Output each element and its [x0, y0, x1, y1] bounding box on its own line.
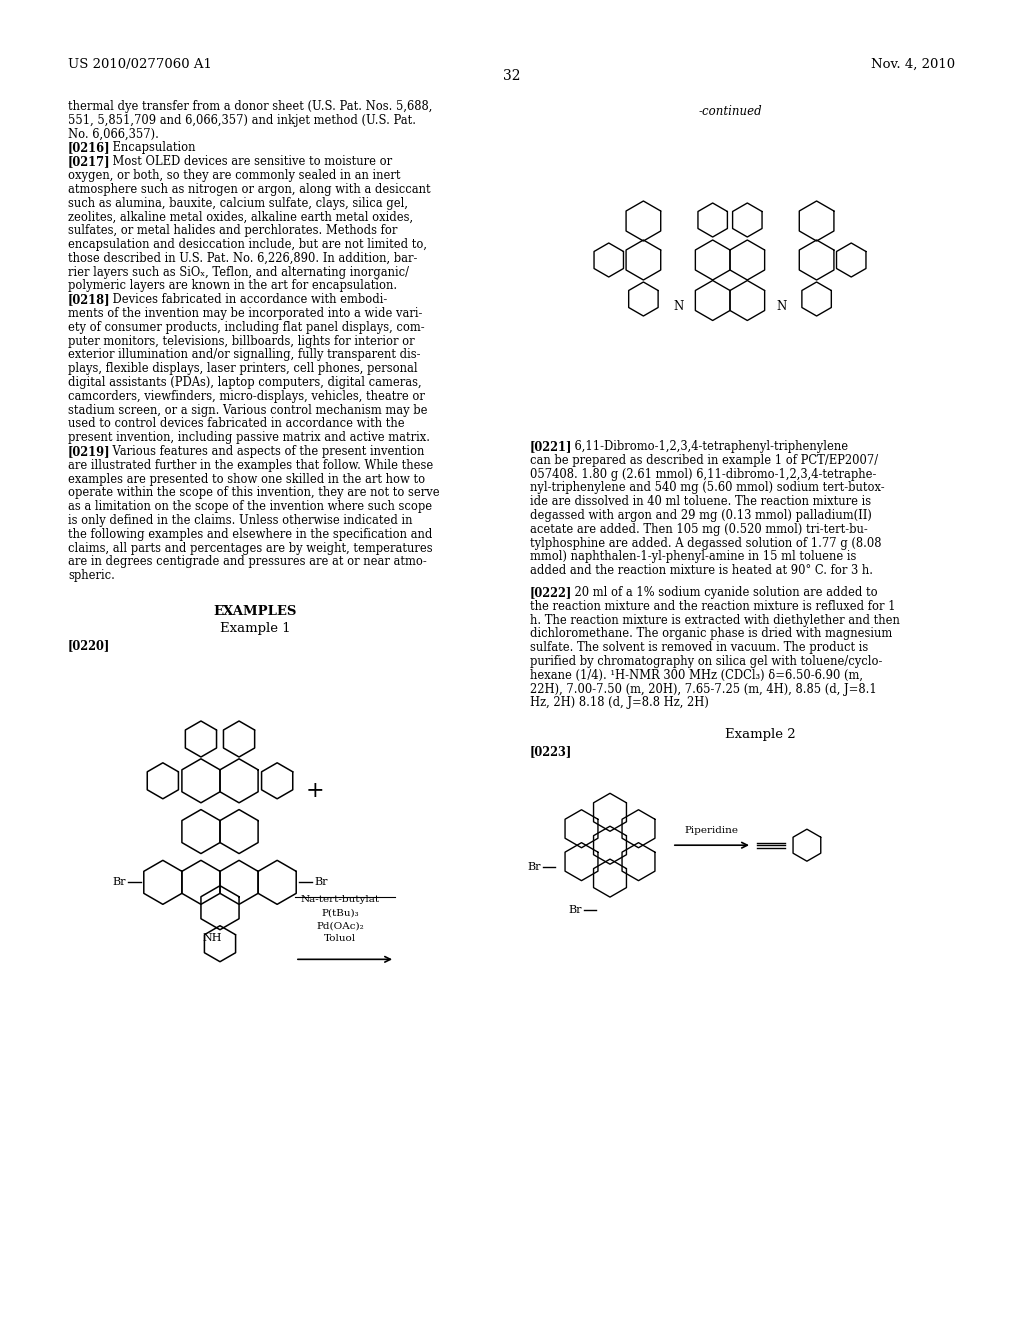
Text: Na-tert-butylat: Na-tert-butylat [300, 895, 380, 904]
Text: ments of the invention may be incorporated into a wide vari-: ments of the invention may be incorporat… [68, 308, 422, 319]
Text: +: + [306, 780, 325, 801]
Text: are in degrees centigrade and pressures are at or near atmo-: are in degrees centigrade and pressures … [68, 556, 427, 569]
Text: Example 2: Example 2 [725, 729, 796, 742]
Text: rier layers such as SiOₓ, Teflon, and alternating inorganic/: rier layers such as SiOₓ, Teflon, and al… [68, 265, 409, 279]
Text: nyl-triphenylene and 540 mg (5.60 mmol) sodium tert-butox-: nyl-triphenylene and 540 mg (5.60 mmol) … [530, 482, 885, 495]
Text: Hz, 2H) 8.18 (d, J=8.8 Hz, 2H): Hz, 2H) 8.18 (d, J=8.8 Hz, 2H) [530, 697, 709, 709]
Text: oxygen, or both, so they are commonly sealed in an inert: oxygen, or both, so they are commonly se… [68, 169, 400, 182]
Text: No. 6,066,357).: No. 6,066,357). [68, 128, 159, 141]
Text: -continued: -continued [698, 106, 762, 117]
Text: Pd(OAc)₂: Pd(OAc)₂ [316, 921, 364, 931]
Text: those described in U.S. Pat. No. 6,226,890. In addition, bar-: those described in U.S. Pat. No. 6,226,8… [68, 252, 418, 265]
Text: the reaction mixture and the reaction mixture is refluxed for 1: the reaction mixture and the reaction mi… [530, 599, 896, 612]
Text: EXAMPLES: EXAMPLES [213, 605, 297, 618]
Text: Br: Br [113, 878, 126, 887]
Text: [0217]: [0217] [68, 156, 111, 168]
Text: added and the reaction mixture is heated at 90° C. for 3 h.: added and the reaction mixture is heated… [530, 564, 873, 577]
Text: acetate are added. Then 105 mg (0.520 mmol) tri-tert-bu-: acetate are added. Then 105 mg (0.520 mm… [530, 523, 867, 536]
Text: thermal dye transfer from a donor sheet (U.S. Pat. Nos. 5,688,: thermal dye transfer from a donor sheet … [68, 100, 432, 114]
Text: atmosphere such as nitrogen or argon, along with a desiccant: atmosphere such as nitrogen or argon, al… [68, 182, 431, 195]
Text: exterior illumination and/or signalling, fully transparent dis-: exterior illumination and/or signalling,… [68, 348, 421, 362]
Text: 20 ml of a 1% sodium cyanide solution are added to: 20 ml of a 1% sodium cyanide solution ar… [560, 586, 878, 599]
Text: 32: 32 [503, 69, 521, 83]
Text: are illustrated further in the examples that follow. While these: are illustrated further in the examples … [68, 459, 433, 471]
Text: hexane (1/4). ¹H-NMR 300 MHz (CDCl₃) δ=6.50-6.90 (m,: hexane (1/4). ¹H-NMR 300 MHz (CDCl₃) δ=6… [530, 669, 863, 682]
Text: Devices fabricated in accordance with embodi-: Devices fabricated in accordance with em… [98, 293, 387, 306]
Text: Example 1: Example 1 [220, 622, 291, 635]
Text: tylphosphine are added. A degassed solution of 1.77 g (8.08: tylphosphine are added. A degassed solut… [530, 537, 882, 549]
Text: Br: Br [314, 878, 328, 887]
Text: Various features and aspects of the present invention: Various features and aspects of the pres… [98, 445, 425, 458]
Text: [0222]: [0222] [530, 586, 572, 599]
Text: N: N [777, 300, 787, 313]
Text: mmol) naphthalen-1-yl-phenyl-amine in 15 ml toluene is: mmol) naphthalen-1-yl-phenyl-amine in 15… [530, 550, 856, 564]
Text: [0220]: [0220] [68, 639, 111, 652]
Text: present invention, including passive matrix and active matrix.: present invention, including passive mat… [68, 432, 430, 445]
Text: the following examples and elsewhere in the specification and: the following examples and elsewhere in … [68, 528, 432, 541]
Text: purified by chromatography on silica gel with toluene/cyclo-: purified by chromatography on silica gel… [530, 655, 883, 668]
Text: Br: Br [568, 906, 582, 915]
Text: such as alumina, bauxite, calcium sulfate, clays, silica gel,: such as alumina, bauxite, calcium sulfat… [68, 197, 408, 210]
Text: P(tBu)₃: P(tBu)₃ [322, 908, 358, 917]
Text: puter monitors, televisions, billboards, lights for interior or: puter monitors, televisions, billboards,… [68, 334, 415, 347]
Text: encapsulation and desiccation include, but are not limited to,: encapsulation and desiccation include, b… [68, 238, 427, 251]
Text: degassed with argon and 29 mg (0.13 mmol) palladium(II): degassed with argon and 29 mg (0.13 mmol… [530, 510, 871, 521]
Text: [0218]: [0218] [68, 293, 111, 306]
Text: claims, all parts and percentages are by weight, temperatures: claims, all parts and percentages are by… [68, 541, 432, 554]
Text: can be prepared as described in example 1 of PCT/EP2007/: can be prepared as described in example … [530, 454, 879, 467]
Text: [0223]: [0223] [530, 746, 572, 758]
Text: 22H), 7.00-7.50 (m, 20H), 7.65-7.25 (m, 4H), 8.85 (d, J=8.1: 22H), 7.00-7.50 (m, 20H), 7.65-7.25 (m, … [530, 682, 877, 696]
Text: Encapsulation: Encapsulation [98, 141, 196, 154]
Text: operate within the scope of this invention, they are not to serve: operate within the scope of this inventi… [68, 486, 439, 499]
Text: Br: Br [527, 862, 541, 871]
Text: 057408. 1.80 g (2.61 mmol) 6,11-dibromo-1,2,3,4-tetraphe-: 057408. 1.80 g (2.61 mmol) 6,11-dibromo-… [530, 467, 877, 480]
Text: Most OLED devices are sensitive to moisture or: Most OLED devices are sensitive to moist… [98, 156, 392, 168]
Text: polymeric layers are known in the art for encapsulation.: polymeric layers are known in the art fo… [68, 280, 397, 293]
Text: stadium screen, or a sign. Various control mechanism may be: stadium screen, or a sign. Various contr… [68, 404, 427, 417]
Text: N: N [673, 300, 683, 313]
Text: ide are dissolved in 40 ml toluene. The reaction mixture is: ide are dissolved in 40 ml toluene. The … [530, 495, 871, 508]
Text: as a limitation on the scope of the invention where such scope: as a limitation on the scope of the inve… [68, 500, 432, 513]
Text: Nov. 4, 2010: Nov. 4, 2010 [870, 58, 955, 71]
Text: dichloromethane. The organic phase is dried with magnesium: dichloromethane. The organic phase is dr… [530, 627, 892, 640]
Text: camcorders, viewfinders, micro-displays, vehicles, theatre or: camcorders, viewfinders, micro-displays,… [68, 389, 425, 403]
Text: plays, flexible displays, laser printers, cell phones, personal: plays, flexible displays, laser printers… [68, 362, 418, 375]
Text: [0219]: [0219] [68, 445, 111, 458]
Text: digital assistants (PDAs), laptop computers, digital cameras,: digital assistants (PDAs), laptop comput… [68, 376, 422, 389]
Text: used to control devices fabricated in accordance with the: used to control devices fabricated in ac… [68, 417, 404, 430]
Text: Toluol: Toluol [324, 935, 356, 944]
Text: 6,11-Dibromo-1,2,3,4-tetraphenyl-triphenylene: 6,11-Dibromo-1,2,3,4-tetraphenyl-triphen… [560, 440, 848, 453]
Text: spheric.: spheric. [68, 569, 115, 582]
Text: examples are presented to show one skilled in the art how to: examples are presented to show one skill… [68, 473, 425, 486]
Text: Piperidine: Piperidine [685, 826, 739, 836]
Text: h. The reaction mixture is extracted with diethylether and then: h. The reaction mixture is extracted wit… [530, 614, 900, 627]
Text: ety of consumer products, including flat panel displays, com-: ety of consumer products, including flat… [68, 321, 425, 334]
Text: [0221]: [0221] [530, 440, 572, 453]
Text: NH: NH [203, 933, 222, 942]
Text: zeolites, alkaline metal oxides, alkaline earth metal oxides,: zeolites, alkaline metal oxides, alkalin… [68, 210, 413, 223]
Text: sulfate. The solvent is removed in vacuum. The product is: sulfate. The solvent is removed in vacuu… [530, 642, 868, 655]
Text: 551, 5,851,709 and 6,066,357) and inkjet method (U.S. Pat.: 551, 5,851,709 and 6,066,357) and inkjet… [68, 114, 416, 127]
Text: sulfates, or metal halides and perchlorates. Methods for: sulfates, or metal halides and perchlora… [68, 224, 397, 238]
Text: [0216]: [0216] [68, 141, 111, 154]
Text: is only defined in the claims. Unless otherwise indicated in: is only defined in the claims. Unless ot… [68, 513, 413, 527]
Text: US 2010/0277060 A1: US 2010/0277060 A1 [68, 58, 212, 71]
